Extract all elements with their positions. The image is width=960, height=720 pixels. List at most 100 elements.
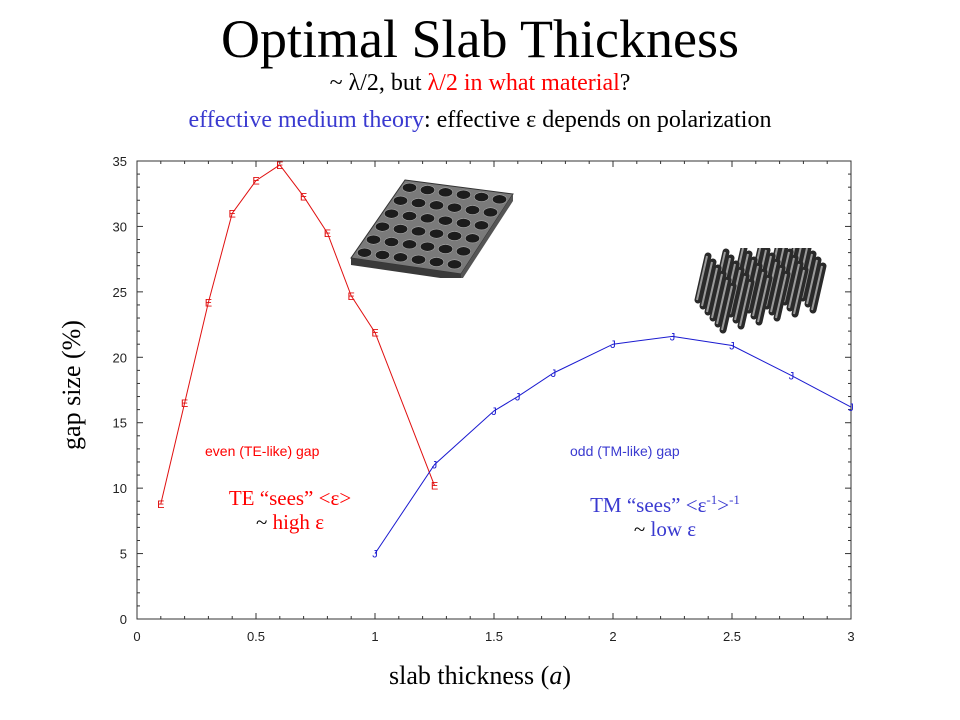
rod-highlight [770, 267, 782, 313]
slab-hole [411, 198, 427, 208]
x-tick-label: 0.5 [247, 629, 265, 644]
slab-hole [474, 192, 490, 202]
series-line-te [160, 164, 435, 504]
tm-sup-outer: -1 [729, 492, 740, 507]
rod-highlight [734, 275, 746, 321]
te-sees-prefix: TE “sees” < [228, 486, 331, 510]
slab-hole [465, 205, 481, 215]
slab-hole [401, 239, 417, 250]
tm-gap-label: odd (TM-like) gap [570, 443, 680, 459]
emt-label: effective medium theory [188, 107, 424, 133]
data-point-te: E [157, 499, 164, 511]
slab-hole [492, 194, 508, 205]
data-point-te: E [229, 208, 236, 220]
tm-low-eps: ε [682, 517, 697, 541]
slab-hole [438, 215, 454, 226]
te-high-line: ~ high ε [190, 510, 390, 534]
tm-low-line: ~ low ε [545, 517, 785, 541]
slab-hole [447, 259, 463, 270]
slab-hole [411, 226, 427, 237]
slab-hole [374, 221, 390, 232]
x-axis-label-var: a [549, 661, 563, 690]
slab-hole [447, 202, 463, 213]
tm-sees-mid: > [717, 493, 730, 517]
slab-hole [474, 220, 490, 231]
rod-highlight [757, 277, 769, 323]
rod-highlight [696, 255, 708, 301]
data-point-te: E [371, 327, 378, 339]
slab-hole [420, 241, 436, 252]
slab-hole [420, 185, 436, 195]
slab-hole [392, 252, 408, 263]
te-high-eps: ε [309, 510, 325, 534]
page-title: Optimal Slab Thickness [221, 9, 739, 69]
rod-highlight [775, 273, 787, 319]
subtitle: ~ λ/2, but λ/2 in what material? [0, 68, 960, 98]
tm-sees-eps: ε [697, 493, 707, 517]
slab-hole [456, 189, 472, 200]
slab-hole [365, 234, 381, 245]
tm-sees-prefix: TM “sees” < [590, 493, 698, 517]
y-tick-label: 15 [113, 416, 127, 431]
y-tick-label: 20 [113, 350, 127, 365]
slab-hole [465, 233, 481, 244]
x-tick-label: 1 [371, 629, 378, 644]
slab-hole [392, 224, 408, 234]
y-axis-label: gap size (%) [57, 320, 86, 450]
data-point-te: E [181, 398, 188, 410]
slab-hole [456, 218, 472, 228]
slab-hole [411, 254, 427, 265]
data-point-tm: J [729, 341, 735, 353]
y-tick-label: 25 [113, 285, 127, 300]
emt-rest: : effective ε depends on polarization [423, 107, 772, 133]
tm-sup-inner: -1 [706, 492, 718, 507]
rod-highlight [806, 259, 818, 305]
slab-hole [374, 250, 390, 260]
y-tick-label: 5 [120, 547, 127, 562]
subtitle-prefix: ~ λ/2, but [329, 70, 428, 96]
rod-highlight [711, 273, 723, 319]
slab-hole [392, 195, 408, 206]
data-point-te: E [348, 291, 355, 303]
tm-sees-note: TM “sees” <ε-1>-1 ~ low ε [545, 488, 785, 541]
y-tick-label: 30 [113, 219, 127, 234]
te-gap-label: even (TE-like) gap [205, 443, 320, 459]
x-tick-label: 0 [133, 629, 140, 644]
data-point-tm: J [551, 368, 557, 380]
te-high-prefix: ~ [255, 510, 273, 534]
data-point-tm: J [432, 460, 438, 472]
rod-highlight [739, 281, 751, 327]
x-axis-label-prefix: slab thickness ( [389, 661, 550, 690]
slab-hole [429, 200, 445, 211]
slab-hole [438, 244, 454, 254]
slab-hole [447, 231, 463, 241]
te-sees-line: TE “sees” <ε> [190, 486, 390, 510]
slab-hole [483, 207, 499, 218]
data-point-tm: J [372, 549, 378, 561]
x-tick-label: 1.5 [485, 629, 503, 644]
subtitle-suffix: ? [619, 70, 631, 96]
slab-hole [401, 211, 417, 221]
rod-highlight [811, 265, 823, 311]
rod-array-icon [694, 248, 827, 334]
data-point-tm: J [491, 406, 497, 418]
data-point-te: E [252, 176, 259, 188]
y-tick-label: 35 [113, 154, 127, 169]
data-point-te: E [324, 228, 331, 240]
slab-hole [429, 257, 445, 267]
subtitle-line2: effective medium theory: effective ε dep… [0, 104, 960, 136]
rod-highlight [716, 279, 728, 325]
subtitle-red: λ/2 in what material [427, 70, 620, 96]
data-point-tm: J [610, 339, 616, 351]
series-line-tm [374, 335, 852, 554]
data-point-te: E [300, 191, 307, 203]
rod-highlight [706, 267, 718, 313]
tm-low-word: low [650, 517, 683, 541]
data-point-tm: J [670, 331, 676, 343]
te-sees-suffix: > [339, 486, 352, 510]
slab-hole [438, 187, 454, 198]
y-tick-label: 0 [120, 612, 127, 627]
te-sees-note: TE “sees” <ε> ~ high ε [190, 486, 390, 534]
